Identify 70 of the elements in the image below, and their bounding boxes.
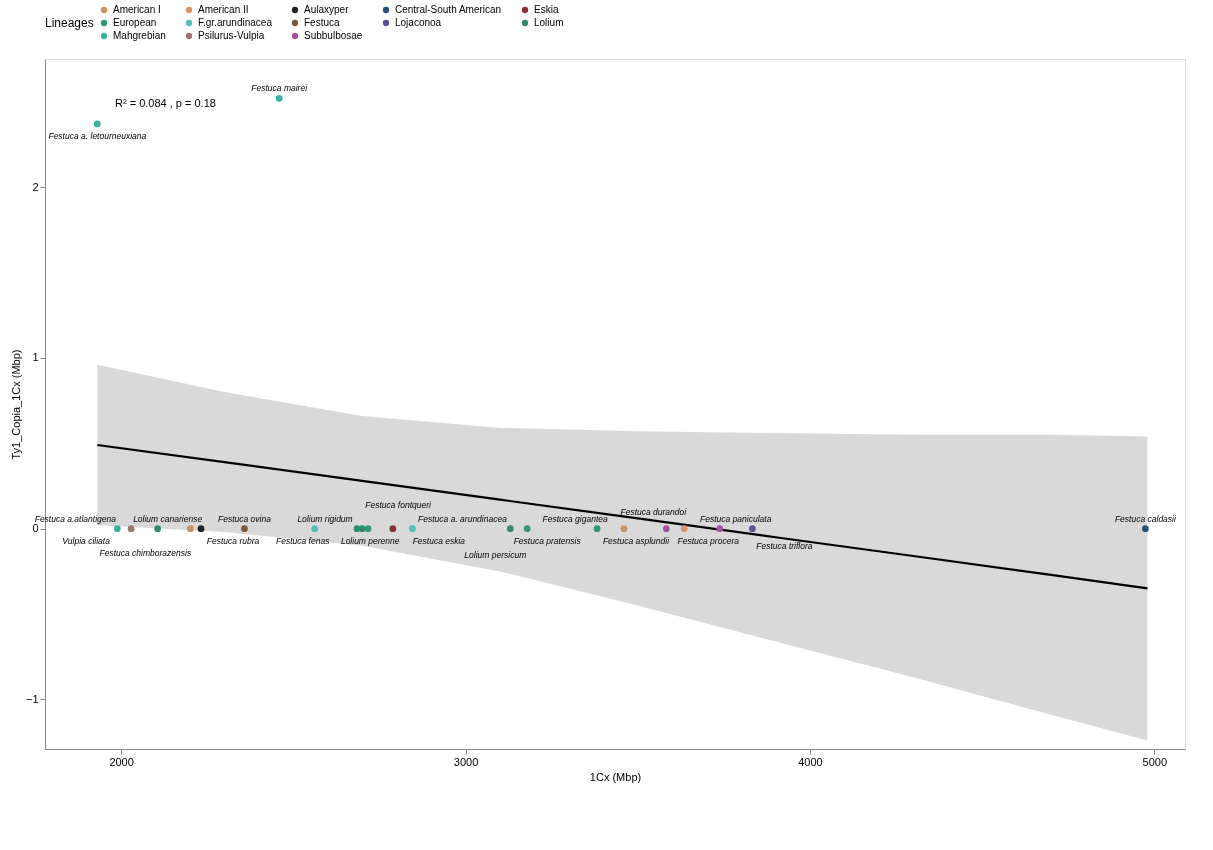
y-tick-label: −1 — [25, 692, 39, 705]
point — [241, 525, 248, 533]
point — [358, 525, 366, 533]
annotation: Vulpia ciliata — [62, 535, 111, 546]
point — [127, 525, 135, 533]
y-tick-label: 2 — [32, 180, 39, 193]
annotation: Festuca durandoi — [620, 506, 688, 517]
annotation: Lolium rigidum — [297, 513, 353, 524]
legend-label: Festuca — [304, 17, 341, 28]
annotation: R² = 0.084 , p = 0.18 — [115, 97, 216, 109]
annotation: Festuca a. arundinacea — [418, 513, 508, 524]
annotation: Lolium persicum — [464, 549, 527, 560]
point — [197, 525, 205, 533]
legend-label: Psilurus-Vulpia — [198, 30, 265, 41]
point — [94, 120, 101, 128]
point — [113, 525, 121, 533]
point — [311, 525, 319, 533]
annotation: Lolium perenne — [340, 535, 400, 546]
legend-label: Lolium — [534, 17, 564, 28]
annotation: Festuca procera — [677, 535, 740, 546]
annotation: Lolium canariense — [133, 513, 203, 524]
annotation: Festuca rubra — [206, 535, 260, 546]
x-tick-label: 4000 — [798, 755, 823, 768]
annotation: Festuca asplundii — [602, 535, 671, 546]
legend-label: Subbulbosae — [304, 30, 363, 41]
x-tick-label: 5000 — [1142, 755, 1168, 768]
point — [389, 525, 397, 533]
point — [154, 525, 161, 533]
annotation: Festuca fontqueri — [365, 499, 432, 510]
point — [523, 525, 531, 533]
annotation: Festuca fenas — [275, 535, 331, 546]
legend-label: Aulaxyper — [304, 4, 350, 15]
legend-label: F.gr.arundinacea — [198, 17, 273, 28]
x-tick-label: 3000 — [453, 755, 479, 768]
point — [680, 525, 688, 533]
y-tick-label: 1 — [32, 351, 39, 364]
point — [1142, 525, 1149, 533]
legend-label: Lojaconoa — [395, 17, 442, 28]
point — [593, 525, 601, 533]
point — [409, 525, 416, 533]
point — [364, 525, 372, 533]
y-tick-label: 0 — [32, 522, 39, 535]
legend-label: American II — [198, 4, 249, 15]
annotation: Festuca eskia — [412, 535, 466, 546]
point — [620, 525, 628, 533]
annotation: Festuca a.atlantigena — [34, 513, 117, 524]
annotation: Festuca mairei — [251, 83, 309, 94]
annotation: Festuca chimborazensis — [99, 547, 192, 558]
legend-label: Central-South American — [395, 4, 502, 15]
x-axis-title: 1Cx (Mbp) — [589, 770, 642, 783]
legend-title: Lineages — [45, 16, 94, 30]
point — [716, 525, 724, 533]
point — [662, 525, 670, 533]
y-axis-title: Ty1_Copia_1Cx (Mbp) — [9, 349, 22, 460]
annotation: Festuca ovina — [217, 513, 272, 524]
annotation: Festuca a. letourneuxiana — [48, 130, 147, 141]
legend-label: Mahgrebian — [113, 30, 166, 41]
annotation: Festuca pratensis — [513, 535, 582, 546]
annotation: Festuca gigantea — [542, 513, 608, 524]
point — [506, 525, 514, 533]
legend-label: American I — [113, 4, 161, 15]
legend-label: European — [113, 17, 157, 28]
annotation: Festuca paniculata — [700, 513, 772, 524]
x-tick-label: 2000 — [109, 755, 134, 768]
annotation: Festuca triflora — [756, 540, 813, 551]
point — [749, 525, 756, 533]
annotation: Festuca caldasii — [1114, 513, 1177, 524]
point — [275, 94, 283, 102]
legend-label: Eskia — [534, 4, 559, 15]
point — [186, 525, 194, 533]
